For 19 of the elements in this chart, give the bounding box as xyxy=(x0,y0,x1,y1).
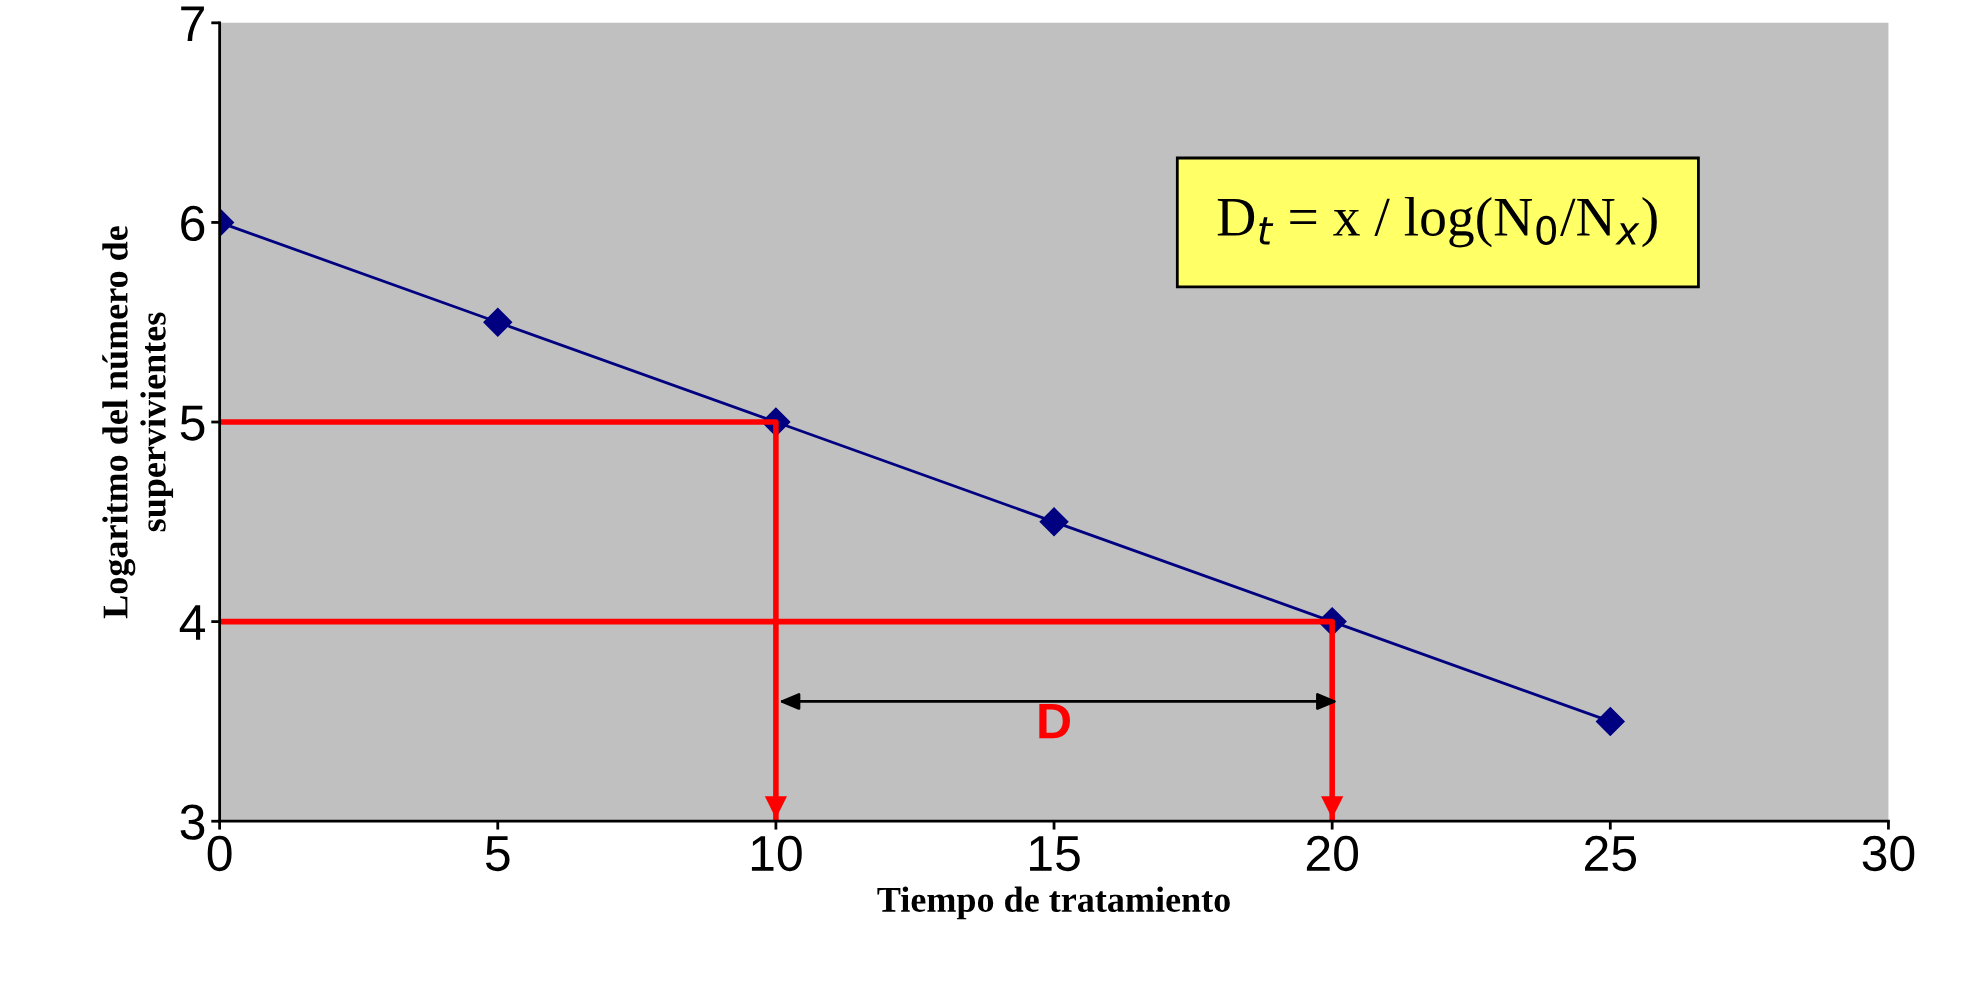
y-tick-label: 5 xyxy=(180,405,205,441)
x-tick-label: 10 xyxy=(751,835,802,872)
y-tick-label: 7 xyxy=(181,6,204,41)
x-tick-label: 25 xyxy=(1585,835,1637,872)
annotation: D$_{t}$ = x / log(N$_{0}$/N$_{x}$) xyxy=(1217,196,1657,248)
y-tick-label: 6 xyxy=(181,205,205,242)
y-axis-title: Logaritmo del número de supervivientes xyxy=(102,226,174,619)
x-axis-title: Tiempo de tratamiento xyxy=(877,886,1230,920)
x-tick-label: 30 xyxy=(1862,835,1915,872)
y-tick-label: 4 xyxy=(179,605,205,640)
x-tick-label: 15 xyxy=(1030,836,1080,872)
point xyxy=(1039,507,1069,537)
annotation: D xyxy=(1039,703,1070,739)
x-tick-label: 0 xyxy=(207,835,232,872)
point xyxy=(1595,706,1625,736)
point xyxy=(483,307,513,337)
y-tick-label: 3 xyxy=(180,804,205,840)
x-tick-label: 20 xyxy=(1306,835,1359,872)
x-tick-label: 5 xyxy=(485,836,510,872)
